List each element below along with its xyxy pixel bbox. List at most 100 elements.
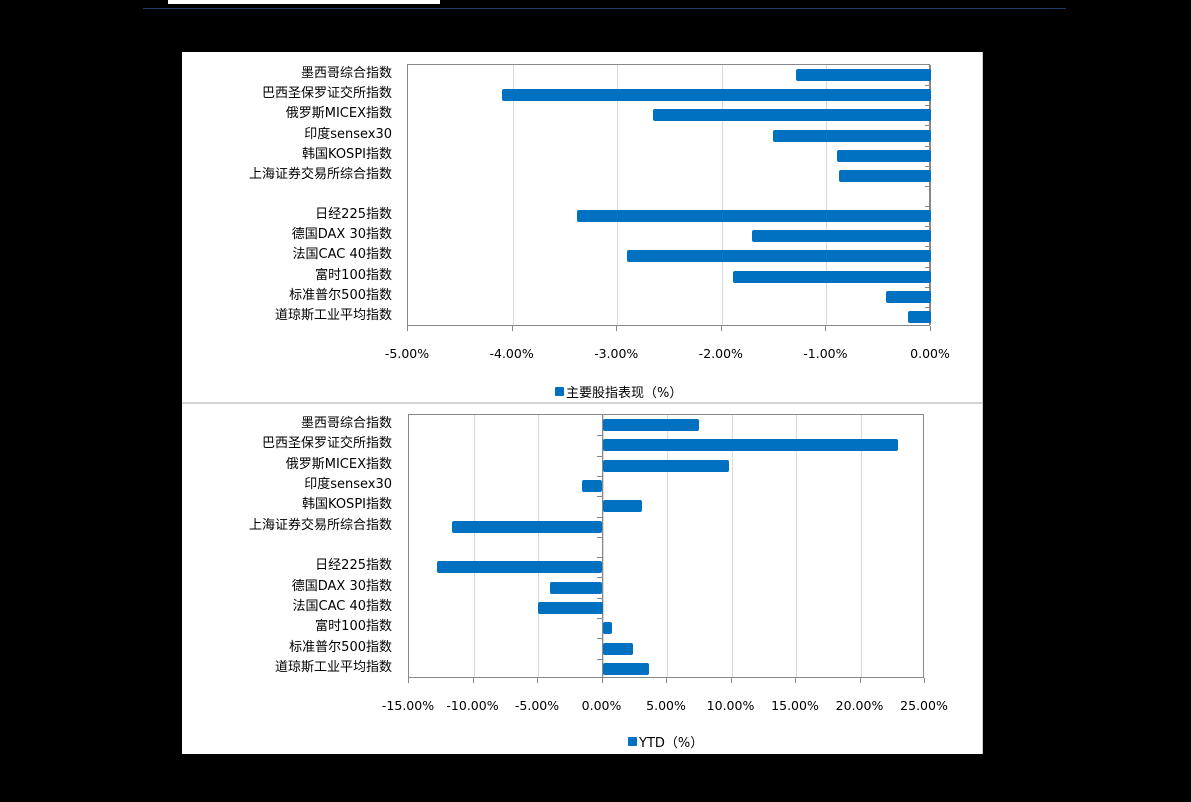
category-tick (925, 185, 931, 187)
category-label: 富时100指数 (315, 267, 392, 283)
x-tick-mark (601, 678, 603, 683)
chart-divider (182, 402, 982, 404)
gridline (602, 415, 604, 677)
legend-swatch (628, 737, 637, 746)
category-label: 道琼斯工业平均指数 (274, 659, 392, 675)
x-tick-label: 15.00% (771, 698, 819, 713)
category-label: 道琼斯工业平均指数 (274, 307, 392, 323)
gridline (826, 65, 828, 325)
bar (602, 419, 700, 432)
bar (451, 520, 603, 533)
category-tick (596, 516, 603, 518)
category-label: 俄罗斯MICEX指数 (285, 106, 392, 122)
bar (838, 169, 931, 182)
category-label: 日经225指数 (315, 558, 392, 574)
x-tick-mark (616, 326, 618, 331)
legend-swatch (555, 387, 564, 396)
category-label: 韩国KOSPI指数 (302, 497, 392, 513)
x-tick-label: 20.00% (835, 698, 884, 713)
bar (602, 622, 612, 635)
category-label: 富时100指数 (315, 619, 392, 635)
bar (886, 290, 931, 303)
header-rule (143, 8, 1066, 9)
x-tick-label: -4.00% (489, 346, 534, 361)
category-label: 法国CAC 40指数 (292, 247, 393, 263)
category-tick (925, 226, 931, 228)
zero-axis (930, 65, 931, 325)
gridline (538, 415, 539, 677)
x-tick-mark (472, 678, 474, 683)
category-tick (596, 577, 603, 579)
gridline (731, 415, 733, 677)
legend: 主要股指表现（%） (555, 382, 682, 401)
category-tick (596, 475, 603, 477)
category-tick (925, 165, 931, 167)
x-tick-label: 5.00% (646, 698, 686, 713)
index-performance-chart: 墨西哥综合指数 巴西圣保罗证交所指数 俄罗斯MICEX指数 印度sensex30 韩国K… (182, 52, 982, 402)
x-tick-label: -1.00% (803, 346, 848, 361)
category-label: 上海证券交易所综合指数 (248, 517, 392, 533)
plot-area (407, 64, 931, 326)
x-tick-label: -5.00% (384, 346, 430, 361)
x-tick-mark (930, 326, 931, 331)
charts-panel: 墨西哥综合指数 巴西圣保罗证交所指数 俄罗斯MICEX指数 印度sensex30 韩国K… (182, 52, 983, 754)
category-tick (925, 266, 931, 268)
category-labels: 墨西哥综合指数 巴西圣保罗证交所指数 俄罗斯MICEX指数 印度sensex30 韩国K… (182, 404, 392, 684)
gridline (512, 65, 514, 325)
category-label: 印度sensex30 (304, 126, 392, 142)
x-tick-mark (859, 678, 861, 683)
zero-axis (601, 415, 603, 677)
category-tick (596, 638, 603, 640)
category-tick (596, 536, 603, 538)
category-tick (596, 597, 603, 599)
category-tick (925, 85, 931, 87)
x-tick-label: 10.00% (706, 698, 755, 713)
category-label: 上海证券交易所综合指数 (248, 166, 392, 182)
category-tick (925, 145, 931, 147)
gridline (860, 415, 862, 677)
category-tick (925, 286, 931, 288)
x-tick-mark (720, 326, 722, 331)
gridline (796, 415, 797, 677)
category-tick (596, 435, 603, 437)
bar (581, 480, 603, 493)
bar (907, 310, 931, 323)
category-tick (925, 246, 931, 248)
x-tick-label: 25.00% (900, 698, 948, 713)
bar (437, 561, 603, 574)
bar (752, 230, 931, 243)
x-tick-label: 0.00% (581, 698, 622, 713)
bar (577, 210, 931, 223)
bar (773, 129, 931, 142)
bar (502, 89, 931, 102)
category-label: 标准普尔500指数 (289, 639, 392, 655)
category-label: 德国DAX 30指数 (291, 227, 392, 243)
x-tick-mark (511, 326, 513, 331)
x-tick-label: -3.00% (594, 346, 639, 361)
gridline (667, 415, 668, 677)
category-tick (596, 557, 603, 559)
legend-label: 主要股指表现（%） (566, 386, 683, 401)
bar (796, 69, 931, 82)
bar (626, 250, 931, 263)
ytd-chart: 墨西哥综合指数 巴西圣保罗证交所指数 俄罗斯MICEX指数 印度sensex30 韩国K… (182, 404, 982, 754)
category-tick (596, 658, 603, 660)
category-labels: 墨西哥综合指数 巴西圣保罗证交所指数 俄罗斯MICEX指数 印度sensex30 韩国K… (182, 52, 392, 332)
category-label: 墨西哥综合指数 (300, 66, 392, 82)
bar (652, 109, 931, 122)
category-tick (925, 105, 931, 107)
category-label: 印度sensex30 (304, 477, 392, 493)
x-tick-mark (408, 678, 409, 683)
gridline (473, 415, 475, 677)
bar (602, 459, 729, 472)
x-tick-label: 0.00% (910, 346, 950, 361)
x-tick-label: -15.00% (381, 698, 435, 713)
x-tick-mark (825, 326, 827, 331)
category-label: 日经225指数 (315, 207, 392, 223)
category-label: 墨西哥综合指数 (300, 416, 392, 432)
legend-label: YTD（%） (639, 736, 704, 751)
bar (602, 439, 898, 452)
bar (836, 149, 931, 162)
bar (602, 662, 649, 675)
category-tick (925, 125, 931, 127)
